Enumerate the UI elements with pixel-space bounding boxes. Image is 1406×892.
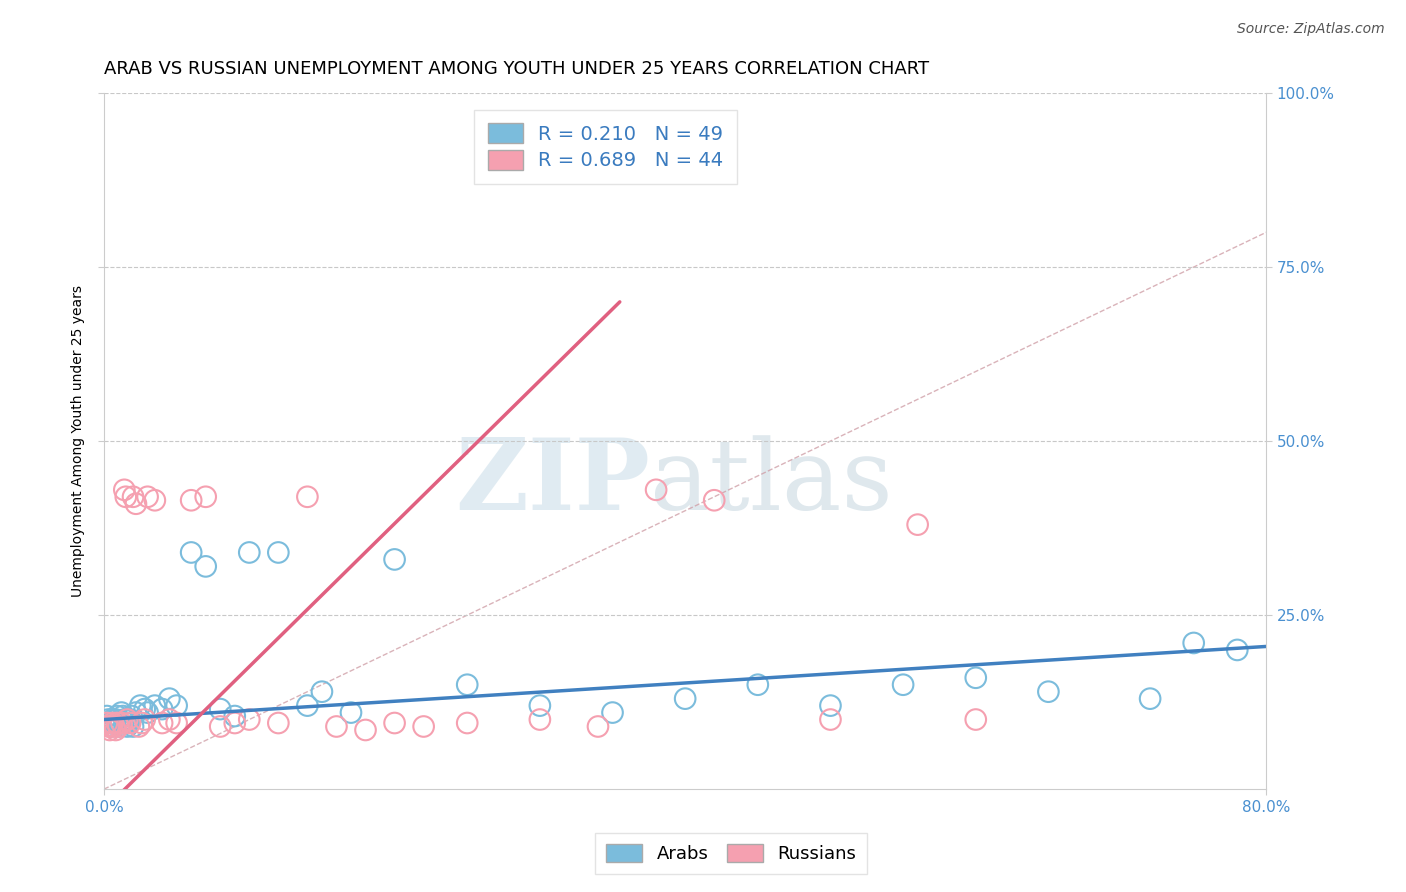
Point xyxy=(354,723,377,737)
Point xyxy=(100,719,122,733)
Point xyxy=(112,713,135,727)
Point xyxy=(412,719,434,733)
Point xyxy=(114,716,136,731)
Point xyxy=(325,719,347,733)
Point xyxy=(456,678,478,692)
Point xyxy=(122,719,145,733)
Point xyxy=(136,706,159,720)
Point xyxy=(125,706,148,720)
Point xyxy=(114,490,136,504)
Point xyxy=(143,493,166,508)
Point xyxy=(104,723,127,737)
Text: Source: ZipAtlas.com: Source: ZipAtlas.com xyxy=(1237,22,1385,37)
Point xyxy=(586,719,609,733)
Point xyxy=(105,716,128,731)
Point xyxy=(157,713,180,727)
Point xyxy=(101,716,124,731)
Point xyxy=(297,490,319,504)
Point xyxy=(194,490,217,504)
Point xyxy=(529,698,551,713)
Point xyxy=(97,713,120,727)
Text: ARAB VS RUSSIAN UNEMPLOYMENT AMONG YOUTH UNDER 25 YEARS CORRELATION CHART: ARAB VS RUSSIAN UNEMPLOYMENT AMONG YOUTH… xyxy=(104,60,929,78)
Point xyxy=(384,552,406,566)
Point xyxy=(1226,643,1249,657)
Point xyxy=(166,716,188,731)
Point xyxy=(131,716,153,731)
Point xyxy=(820,713,842,727)
Point xyxy=(891,678,914,692)
Point xyxy=(103,719,125,733)
Point xyxy=(209,702,232,716)
Point xyxy=(108,716,131,731)
Point xyxy=(645,483,668,497)
Text: atlas: atlas xyxy=(651,435,893,531)
Point xyxy=(907,517,929,532)
Point xyxy=(112,483,135,497)
Point xyxy=(134,713,156,727)
Point xyxy=(96,709,118,723)
Point xyxy=(107,719,129,733)
Point xyxy=(100,719,122,733)
Point xyxy=(107,719,129,733)
Point xyxy=(125,497,148,511)
Point xyxy=(111,709,134,723)
Point xyxy=(311,684,333,698)
Point xyxy=(267,716,290,731)
Point xyxy=(115,713,138,727)
Point xyxy=(965,713,987,727)
Point xyxy=(180,545,202,559)
Point xyxy=(1139,691,1161,706)
Point xyxy=(101,713,124,727)
Point xyxy=(103,716,125,731)
Point xyxy=(194,559,217,574)
Point xyxy=(166,698,188,713)
Point xyxy=(110,716,132,731)
Point xyxy=(97,719,120,733)
Y-axis label: Unemployment Among Youth under 25 years: Unemployment Among Youth under 25 years xyxy=(72,285,86,597)
Point xyxy=(238,713,260,727)
Point xyxy=(238,545,260,559)
Point xyxy=(143,698,166,713)
Legend: R = 0.210   N = 49, R = 0.689   N = 44: R = 0.210 N = 49, R = 0.689 N = 44 xyxy=(474,110,737,184)
Point xyxy=(1038,684,1060,698)
Point xyxy=(105,709,128,723)
Point xyxy=(209,719,232,733)
Point xyxy=(1182,636,1205,650)
Point xyxy=(128,719,150,733)
Point xyxy=(384,716,406,731)
Point xyxy=(456,716,478,731)
Point xyxy=(224,716,246,731)
Point xyxy=(98,716,121,731)
Point xyxy=(121,709,143,723)
Point xyxy=(110,706,132,720)
Point xyxy=(120,713,142,727)
Point xyxy=(150,716,173,731)
Point xyxy=(602,706,624,720)
Point xyxy=(98,723,121,737)
Point xyxy=(747,678,769,692)
Point xyxy=(267,545,290,559)
Point xyxy=(96,716,118,731)
Point xyxy=(120,716,142,731)
Point xyxy=(136,490,159,504)
Point xyxy=(104,713,127,727)
Point xyxy=(115,719,138,733)
Legend: Arabs, Russians: Arabs, Russians xyxy=(595,833,868,874)
Point xyxy=(224,709,246,723)
Point xyxy=(965,671,987,685)
Point xyxy=(673,691,696,706)
Point xyxy=(820,698,842,713)
Point xyxy=(157,691,180,706)
Point xyxy=(297,698,319,713)
Point xyxy=(118,716,141,731)
Point xyxy=(703,493,725,508)
Point xyxy=(134,702,156,716)
Text: ZIP: ZIP xyxy=(456,434,651,532)
Point xyxy=(122,490,145,504)
Point xyxy=(150,702,173,716)
Point xyxy=(180,493,202,508)
Point xyxy=(129,698,152,713)
Point xyxy=(529,713,551,727)
Point xyxy=(340,706,363,720)
